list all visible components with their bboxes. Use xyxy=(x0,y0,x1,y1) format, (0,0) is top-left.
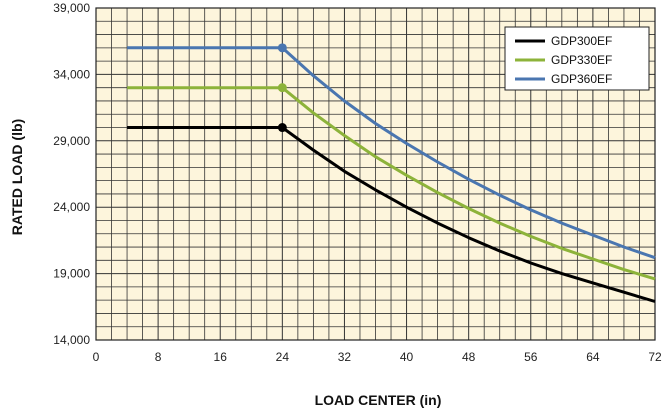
x-tick-label: 56 xyxy=(524,350,538,364)
x-tick-label: 0 xyxy=(93,350,100,364)
y-tick-label: 14,000 xyxy=(53,333,90,347)
x-tick-label: 16 xyxy=(214,350,228,364)
series-layer xyxy=(127,43,656,303)
x-tick-label: 32 xyxy=(338,350,352,364)
y-tick-label: 29,000 xyxy=(53,134,90,148)
grid xyxy=(95,7,656,341)
y-tick-label: 19,000 xyxy=(53,267,90,281)
y-tick-label: 34,000 xyxy=(53,67,90,81)
x-tick-label: 48 xyxy=(462,350,476,364)
series-line-gdp300ef xyxy=(127,126,656,303)
series-line-gdp330ef xyxy=(127,86,656,281)
y-tick-label: 39,000 xyxy=(53,1,90,15)
y-tick-label: 24,000 xyxy=(53,200,90,214)
x-tick-label: 64 xyxy=(586,350,600,364)
x-tick-label: 24 xyxy=(276,350,290,364)
legend: GDP300EF GDP330EF GDP360EF xyxy=(504,26,650,91)
legend-label: GDP360EF xyxy=(551,72,612,86)
x-tick-label: 72 xyxy=(648,350,662,364)
y-axis-ticks: 14,000 19,000 24,000 29,000 34,000 39,000 xyxy=(53,1,90,347)
plot-frame xyxy=(95,7,656,341)
series-point-gdp360ef xyxy=(277,43,287,53)
x-tick-label: 8 xyxy=(155,350,162,364)
legend-label: GDP300EF xyxy=(551,34,612,48)
series-point-gdp330ef xyxy=(277,83,287,93)
x-axis-ticks: 0 8 16 24 32 40 48 56 64 72 xyxy=(93,350,662,364)
series-line-gdp360ef xyxy=(127,46,656,260)
series-point-gdp300ef xyxy=(277,123,287,133)
x-axis-title: LOAD CENTER (in) xyxy=(315,392,442,408)
y-axis-title: RATED LOAD (lb) xyxy=(9,119,25,235)
x-tick-label: 40 xyxy=(400,350,414,364)
legend-label: GDP330EF xyxy=(551,53,612,67)
